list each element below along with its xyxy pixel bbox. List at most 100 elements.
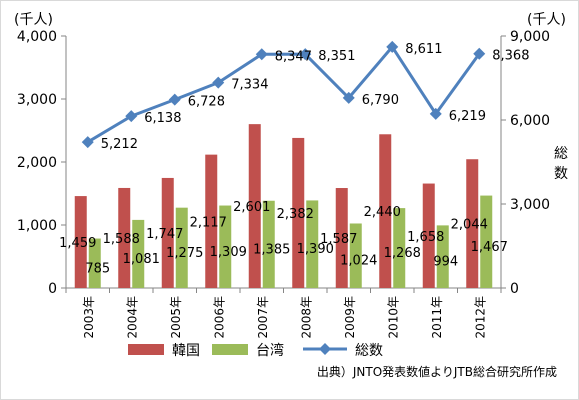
korea-bar <box>118 187 131 288</box>
x-tick-label: 2004年 <box>125 296 139 339</box>
legend-taiwan-swatch <box>212 344 248 355</box>
taiwan-bar <box>436 225 449 288</box>
x-tick-label: 2008年 <box>299 296 313 339</box>
total-value-label: 6,728 <box>188 95 225 110</box>
korea-value-label: 1,658 <box>407 230 444 245</box>
right-tick-label: 6,000 <box>510 113 550 129</box>
total-marker <box>473 47 486 60</box>
taiwan-bar <box>88 238 101 288</box>
x-tick-label: 2010年 <box>386 296 400 339</box>
total-marker <box>299 48 312 61</box>
total-value-label: 8,347 <box>275 49 312 64</box>
total-value-label: 8,351 <box>318 49 355 64</box>
bars <box>74 124 493 289</box>
legend-total-marker <box>319 343 331 355</box>
right-axis-ticks: 0 3,000 6,000 9,000 <box>501 29 550 297</box>
taiwan-bar <box>349 223 362 288</box>
korea-value-label: 2,117 <box>190 215 227 230</box>
taiwan-bar <box>306 200 319 288</box>
x-tick-label: 2007年 <box>256 296 270 339</box>
taiwan-bar <box>262 200 275 288</box>
taiwan-value-label: 1,385 <box>253 242 290 257</box>
taiwan-value-label: 1,309 <box>210 245 247 260</box>
left-tick-label: 0 <box>48 281 57 297</box>
taiwan-bar <box>480 195 493 288</box>
total-marker <box>429 107 442 120</box>
right-axis-unit: (千人) <box>527 12 566 28</box>
left-tick-label: 3,000 <box>17 92 57 108</box>
korea-value-label: 1,587 <box>320 232 357 247</box>
total-value-label: 8,611 <box>405 42 442 57</box>
total-value-label: 8,368 <box>492 49 529 64</box>
korea-bar <box>161 177 174 288</box>
right-axis-title-char: 総 <box>554 146 568 162</box>
legend-korea-swatch <box>128 344 164 355</box>
right-axis-title: 総数 <box>554 146 568 182</box>
korea-bar <box>74 196 87 288</box>
right-tick-label: 9,000 <box>510 29 550 45</box>
taiwan-value-label: 994 <box>433 255 458 270</box>
korea-bar <box>466 159 479 288</box>
right-tick-label: 0 <box>510 281 519 297</box>
source-note: 出典）JNTO発表数値よりJTB総合研究所作成 <box>317 364 557 379</box>
x-tick-label: 2012年 <box>473 296 487 339</box>
taiwan-value-label: 1,390 <box>297 242 334 257</box>
total-marker <box>386 40 399 53</box>
total-value-label: 6,790 <box>362 93 399 108</box>
data-labels: 1,459 785 1,588 1,081 1,747 1,275 2,117 1,309 2,… <box>59 42 529 276</box>
total-marker <box>168 93 181 106</box>
korea-value-label: 1,747 <box>146 227 183 242</box>
taiwan-value-label: 1,275 <box>166 246 203 261</box>
korea-bar <box>422 183 435 288</box>
taiwan-value-label: 1,467 <box>471 240 508 255</box>
korea-bar <box>292 137 305 288</box>
korea-value-label: 2,382 <box>277 207 314 222</box>
x-axis-labels: 2003年 2004年 2005年 2006年 2007年 2008年 2009年 2010年… <box>82 296 488 339</box>
x-tick-label: 2005年 <box>169 296 183 339</box>
taiwan-bar <box>132 219 145 288</box>
taiwan-value-label: 1,268 <box>384 246 421 261</box>
taiwan-bar <box>175 207 188 288</box>
right-tick-label: 3,000 <box>510 197 550 213</box>
korea-bar <box>248 124 261 289</box>
x-tick-label: 2003年 <box>82 296 96 339</box>
taiwan-bar <box>393 208 406 288</box>
total-marker <box>125 110 138 123</box>
legend-korea-label: 韓国 <box>172 343 200 359</box>
x-tick-label: 2006年 <box>212 296 226 339</box>
total-marker <box>342 91 355 104</box>
legend-total-label: 総数 <box>355 343 383 359</box>
total-marker <box>81 136 94 149</box>
korea-value-label: 1,588 <box>103 232 140 247</box>
left-tick-label: 4,000 <box>17 29 57 45</box>
taiwan-value-label: 1,024 <box>340 254 377 269</box>
korea-value-label: 2,440 <box>364 205 401 220</box>
korea-value-label: 1,459 <box>59 236 96 251</box>
left-axis-unit: (千人) <box>14 12 53 28</box>
korea-value-label: 2,601 <box>233 200 270 215</box>
legend-taiwan-label: 台湾 <box>256 342 284 359</box>
total-line <box>86 45 481 144</box>
left-tick-label: 1,000 <box>17 218 57 234</box>
left-tick-label: 2,000 <box>17 155 57 171</box>
x-tick-label: 2011年 <box>430 296 444 339</box>
legend: 韓国 台湾 総数 <box>128 342 383 359</box>
x-tick-label: 2009年 <box>343 296 357 339</box>
total-value-label: 5,212 <box>101 137 138 152</box>
taiwan-bar <box>219 205 232 288</box>
taiwan-value-label: 1,081 <box>123 252 160 267</box>
taiwan-value-label: 785 <box>85 261 110 276</box>
korea-bar <box>379 134 392 288</box>
total-value-label: 6,219 <box>449 109 486 124</box>
korea-value-label: 2,044 <box>451 218 488 233</box>
total-value-label: 7,334 <box>231 78 268 93</box>
korea-bar <box>335 188 348 288</box>
right-axis-title-char: 数 <box>554 166 568 182</box>
total-marker <box>255 48 268 61</box>
total-marker <box>212 76 225 89</box>
total-value-label: 6,138 <box>144 111 181 126</box>
korea-bar <box>205 154 218 288</box>
left-axis-ticks: 0 1,000 2,000 3,000 4,000 <box>17 29 66 297</box>
